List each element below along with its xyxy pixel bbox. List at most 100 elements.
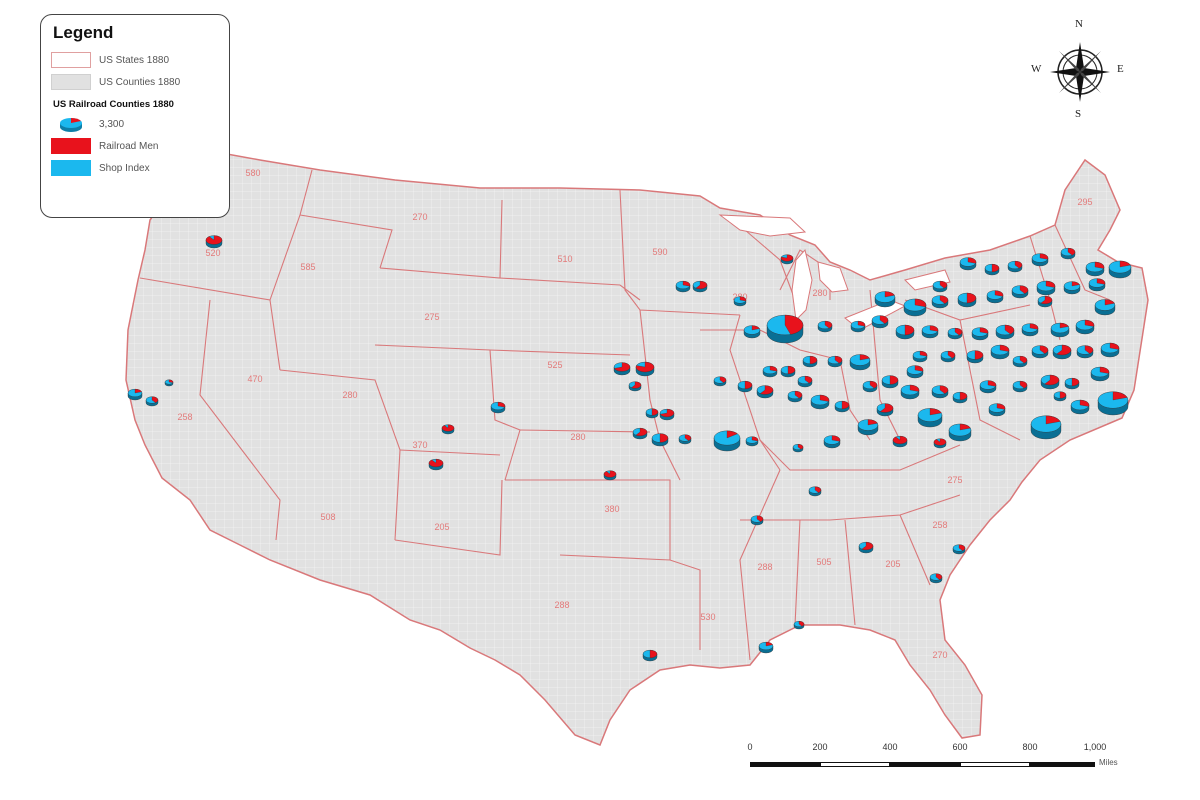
railroad-county-pie <box>971 327 989 341</box>
state-label: 275 <box>424 312 439 322</box>
scale-tick-label: 600 <box>952 742 968 752</box>
railroad-county-pie <box>940 350 956 363</box>
state-label: 288 <box>554 600 569 610</box>
railroad-county-pie <box>948 423 972 442</box>
railroad-county-pie <box>827 355 843 368</box>
state-label: 205 <box>434 522 449 532</box>
railroad-county-pie <box>984 263 1000 276</box>
legend-row-men: Railroad Men <box>51 135 219 157</box>
railroad-county-pie <box>1036 280 1056 296</box>
state-label: 275 <box>947 475 962 485</box>
railroad-county-pie <box>756 385 774 399</box>
railroad-county-pie <box>632 427 648 440</box>
railroad-county-pie <box>441 424 455 435</box>
pie-size-icon <box>51 113 91 135</box>
railroad-county-pie <box>957 292 977 308</box>
railroad-county-pie <box>127 388 143 401</box>
state-label: 508 <box>320 512 335 522</box>
railroad-county-pie <box>490 401 506 414</box>
railroad-county-pie <box>808 486 822 497</box>
scale-segment <box>960 762 1030 767</box>
state-label: 270 <box>932 650 947 660</box>
compass-west: W <box>1031 63 1042 75</box>
railroad-county-pie <box>1037 295 1053 308</box>
railroad-county-pie <box>750 515 764 526</box>
state-label: 585 <box>300 262 315 272</box>
shop-index-swatch <box>51 160 91 176</box>
railroad-county-pie <box>1021 323 1039 337</box>
railroad-county-pie <box>1012 355 1028 368</box>
railroad-county-pie <box>892 435 908 448</box>
railroad-county-pie <box>1040 374 1060 390</box>
railroad-county-pie <box>1094 299 1116 316</box>
railroad-county-pie <box>628 381 642 392</box>
great-lakes <box>718 214 951 331</box>
legend-title: Legend <box>53 23 114 42</box>
railroad-county-pie <box>1007 260 1023 273</box>
scale-bar: 0 200 400 600 800 1,000 Miles <box>745 742 1135 772</box>
railroad-county-pie <box>797 375 813 388</box>
railroad-county-pie <box>745 436 759 447</box>
railroad-men-swatch <box>51 138 91 154</box>
railroad-county-pie <box>713 430 741 452</box>
state-label: 510 <box>557 254 572 264</box>
railroad-county-pie <box>862 380 878 393</box>
railroad-county-pie <box>895 324 915 340</box>
railroad-county-pie <box>1011 285 1029 299</box>
railroad-county-pie <box>979 380 997 394</box>
railroad-county-pie <box>1085 261 1105 277</box>
railroad-county-pie <box>903 298 927 317</box>
counties-swatch <box>51 74 91 90</box>
railroad-county-pie <box>758 641 774 654</box>
railroad-county-pie <box>651 433 669 447</box>
scale-segment <box>890 762 960 767</box>
railroad-county-pie <box>817 320 833 333</box>
state-label: 580 <box>245 168 260 178</box>
legend-row-states: US States 1880 <box>51 49 219 71</box>
railroad-county-pie <box>1031 345 1049 359</box>
railroad-county-pie <box>1088 278 1106 292</box>
railroad-county-pie <box>793 621 805 630</box>
railroad-county-pie <box>145 396 159 407</box>
railroad-county-pie <box>1053 391 1067 402</box>
railroad-county-pie <box>613 362 631 376</box>
state-label: 520 <box>205 248 220 258</box>
scale-segment <box>1030 762 1095 767</box>
railroad-county-pie <box>931 385 949 399</box>
railroad-county-pie <box>906 365 924 379</box>
railroad-county-pie <box>871 315 889 329</box>
railroad-county-pie <box>792 444 804 453</box>
railroad-county-pie <box>988 403 1006 417</box>
railroad-county-pie <box>1097 391 1129 416</box>
railroad-county-pie <box>743 325 761 339</box>
railroad-county-pie <box>659 408 675 421</box>
railroad-county-pie <box>947 327 963 340</box>
railroad-county-pie <box>164 379 174 387</box>
state-label: 525 <box>547 360 562 370</box>
state-labels: 580 520 585 270 275 280 470 258 510 590 525 370 280 2… <box>177 168 1092 660</box>
railroad-county-pie <box>995 324 1015 340</box>
railroad-county-pie <box>849 354 871 371</box>
railroad-county-pie <box>876 403 894 417</box>
railroad-county-pie <box>929 573 943 584</box>
railroad-county-pie <box>802 355 818 368</box>
state-label: 380 <box>604 504 619 514</box>
state-boundaries <box>139 169 1111 661</box>
railroad-county-pie <box>1063 281 1081 295</box>
state-label: 280 <box>342 390 357 400</box>
compass-rose-icon <box>1050 42 1110 102</box>
railroad-county-pie <box>1012 380 1028 393</box>
railroad-county-pie <box>645 408 659 419</box>
scale-tick-label: 1,000 <box>1083 742 1107 752</box>
railroad-county-pie <box>858 541 874 554</box>
railroad-county-pie <box>933 438 947 449</box>
railroad-county-pie <box>1075 319 1095 335</box>
state-label: 280 <box>812 288 827 298</box>
scale-tick-label: 0 <box>747 742 753 752</box>
railroad-county-pie <box>952 544 966 555</box>
scale-tick-label: 800 <box>1022 742 1038 752</box>
railroad-county-pie <box>692 280 708 293</box>
counties-label: US Counties 1880 <box>99 76 181 88</box>
legend-row-counties: US Counties 1880 <box>51 71 219 93</box>
